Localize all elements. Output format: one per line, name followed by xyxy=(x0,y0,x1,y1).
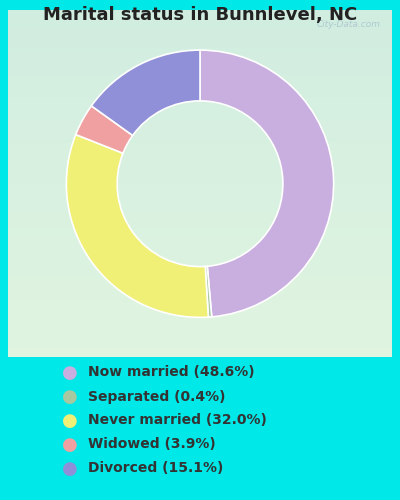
Text: ●: ● xyxy=(62,460,78,477)
Text: Widowed (3.9%): Widowed (3.9%) xyxy=(88,438,216,452)
Text: ●: ● xyxy=(62,436,78,454)
Wedge shape xyxy=(66,134,208,318)
Text: Now married (48.6%): Now married (48.6%) xyxy=(88,366,255,380)
Text: ●: ● xyxy=(62,388,78,406)
Wedge shape xyxy=(200,50,334,317)
Text: Divorced (15.1%): Divorced (15.1%) xyxy=(88,462,223,475)
Wedge shape xyxy=(205,266,212,317)
Wedge shape xyxy=(76,106,133,153)
Text: Separated (0.4%): Separated (0.4%) xyxy=(88,390,226,404)
Text: Never married (32.0%): Never married (32.0%) xyxy=(88,414,267,428)
Wedge shape xyxy=(91,50,200,136)
Text: Marital status in Bunnlevel, NC: Marital status in Bunnlevel, NC xyxy=(43,6,357,24)
Text: City-Data.com: City-Data.com xyxy=(316,20,380,30)
Text: ●: ● xyxy=(62,364,78,382)
Text: ●: ● xyxy=(62,412,78,430)
